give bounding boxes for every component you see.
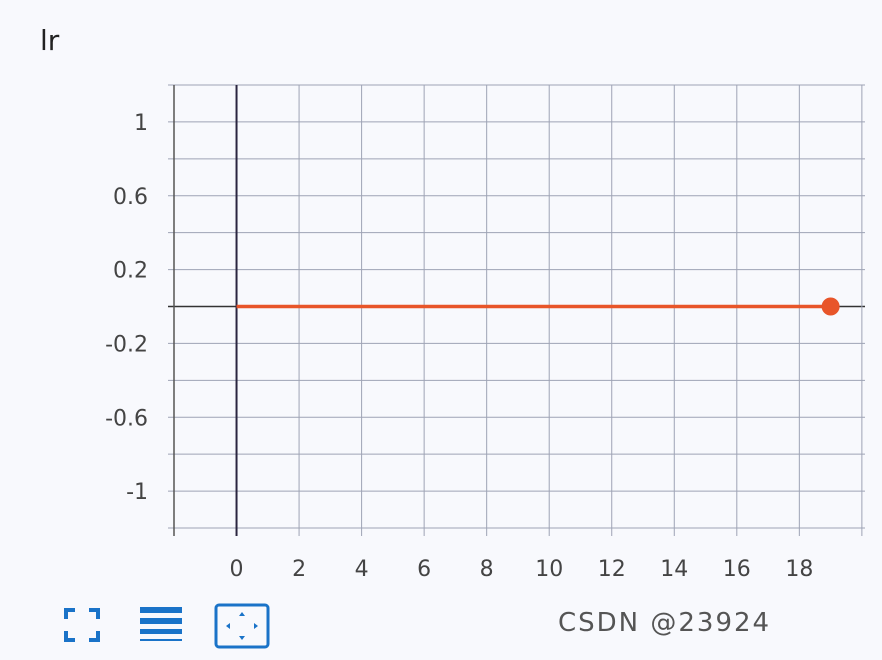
x-tick-label: 2 (292, 557, 306, 582)
x-tick-label: 0 (230, 557, 244, 582)
fullscreen-icon (64, 608, 100, 642)
x-tick-label: 8 (480, 557, 494, 582)
watermark: CSDN @23924 (558, 608, 772, 638)
data-point (821, 297, 840, 316)
x-tick-label: 10 (535, 557, 563, 582)
y-tick-label: -1 (126, 480, 148, 505)
y-tick-label: 0.2 (113, 259, 148, 284)
x-tick-label: 16 (723, 557, 751, 582)
y-tick-label: 0.6 (113, 185, 148, 210)
toggle-log-scale-button[interactable] (138, 603, 184, 647)
y-tick-label: -0.6 (105, 406, 148, 431)
fit-domain-icon (214, 603, 270, 649)
line-chart: 0 2 4 6 8 10 12 14 16 18 1 0.6 0.2 -0.2 -0.6 -1 (105, 84, 865, 582)
x-tick-label: 4 (355, 557, 369, 582)
fit-domain-button[interactable] (214, 603, 270, 649)
toggle-log-scale-icon (140, 607, 184, 641)
x-tick-label: 12 (598, 557, 626, 582)
x-tick-label: 6 (417, 557, 431, 582)
chart-title: lr (40, 24, 60, 57)
fullscreen-button[interactable] (60, 603, 104, 647)
x-tick-label: 18 (785, 557, 813, 582)
y-tick-label: 1 (134, 111, 148, 136)
x-tick-label: 14 (660, 557, 688, 582)
y-tick-label: -0.2 (105, 332, 148, 357)
